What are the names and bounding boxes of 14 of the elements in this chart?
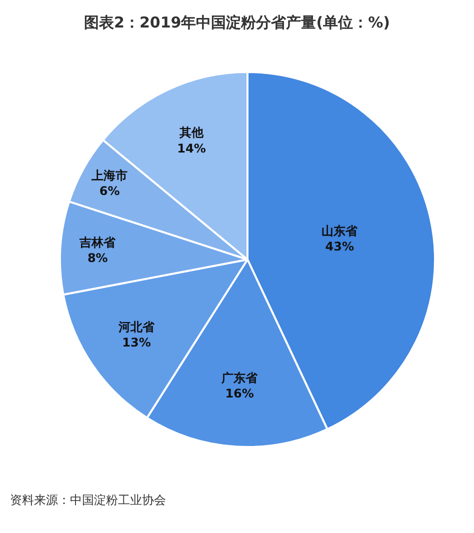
data-label: 13% bbox=[122, 336, 151, 350]
slice-label: 河北省 bbox=[118, 320, 156, 334]
text: 资料来源：中国淀粉工业协会 bbox=[10, 493, 166, 507]
slice-label: 上海市 bbox=[90, 168, 128, 183]
data-label: 43% bbox=[325, 240, 354, 254]
data-label: 8% bbox=[87, 250, 108, 265]
data-label: 16% bbox=[225, 386, 254, 401]
data-label: 6% bbox=[99, 184, 120, 198]
data-label: 14% bbox=[177, 141, 206, 156]
slice-label: 吉林省 bbox=[78, 235, 117, 250]
slice-label: 山东省 bbox=[322, 224, 359, 238]
chart-title: 图表2：2019年中国淀粉分省产量(单位：%) bbox=[84, 13, 390, 32]
slice-label: 广东省 bbox=[220, 370, 259, 385]
slice-label: 其他 bbox=[178, 126, 205, 140]
